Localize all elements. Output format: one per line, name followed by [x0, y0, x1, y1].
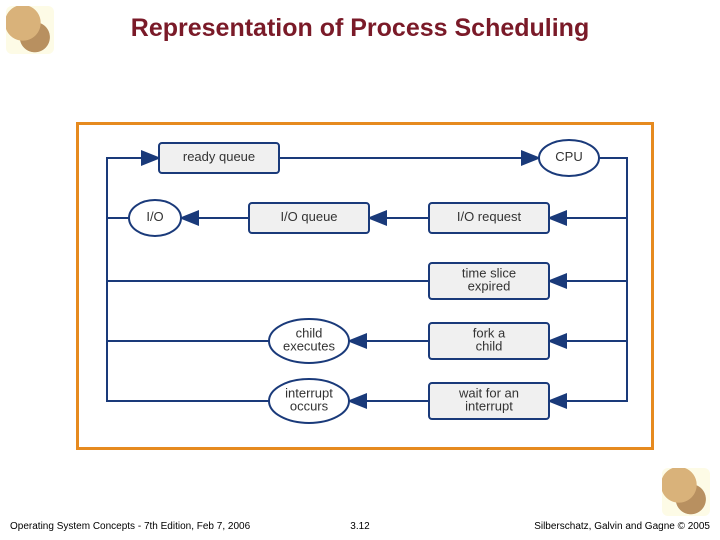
svg-text:I/O: I/O — [146, 209, 163, 224]
svg-text:CPU: CPU — [555, 149, 582, 164]
svg-text:I/O queue: I/O queue — [280, 209, 337, 224]
diagram-svg: ready queue I/O queue I/O request time slic… — [79, 125, 651, 447]
scheduling-diagram: ready queue I/O queue I/O request time slic… — [76, 122, 654, 450]
svg-text:time sliceexpired: time sliceexpired — [462, 266, 516, 294]
dino-logo-bottom — [662, 468, 710, 516]
svg-text:ready queue: ready queue — [183, 149, 255, 164]
svg-text:interruptoccurs: interruptoccurs — [285, 386, 333, 414]
footer-right: Silberschatz, Galvin and Gagne © 2005 — [534, 521, 710, 532]
svg-text:wait for aninterrupt: wait for aninterrupt — [458, 386, 519, 414]
page-title: Representation of Process Scheduling — [0, 14, 720, 43]
svg-text:I/O request: I/O request — [457, 209, 522, 224]
svg-text:fork achild: fork achild — [473, 326, 506, 354]
